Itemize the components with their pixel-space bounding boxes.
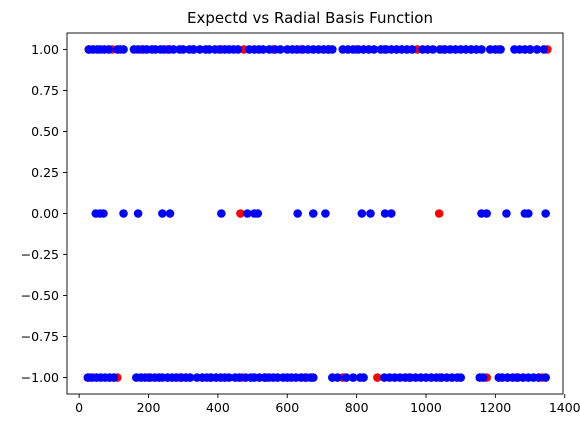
data-point bbox=[456, 373, 465, 382]
y-tick-label: 0.50 bbox=[31, 124, 59, 139]
data-point bbox=[158, 209, 167, 218]
data-point bbox=[428, 45, 438, 54]
x-tick-label: 400 bbox=[206, 400, 230, 415]
y-axis: 1.00 0.75 0.50 0.25 0.00 −0.25 −0.50 −0.75 −1.00 bbox=[21, 42, 67, 385]
data-point bbox=[482, 209, 491, 218]
y-tick-label: −0.25 bbox=[21, 247, 59, 262]
data-point bbox=[204, 45, 214, 54]
data-point bbox=[178, 45, 188, 54]
data-point bbox=[369, 45, 379, 54]
data-point bbox=[233, 45, 243, 54]
y-tick-label: 0.75 bbox=[31, 83, 59, 98]
data-point bbox=[534, 373, 544, 382]
data-point bbox=[308, 373, 318, 382]
x-tick-label: 800 bbox=[345, 400, 369, 415]
data-point bbox=[407, 45, 417, 54]
data-point bbox=[359, 373, 368, 382]
data-point bbox=[109, 373, 119, 382]
data-point bbox=[477, 45, 486, 54]
data-point bbox=[243, 209, 252, 218]
data-point bbox=[434, 209, 444, 218]
y-tick-label: −1.00 bbox=[21, 370, 59, 385]
data-point bbox=[195, 45, 205, 54]
data-point bbox=[119, 45, 128, 54]
data-point bbox=[366, 209, 375, 218]
points-layer bbox=[83, 45, 552, 382]
data-point bbox=[357, 209, 367, 218]
x-tick-label: 0 bbox=[75, 400, 83, 415]
data-point bbox=[258, 45, 268, 54]
data-point bbox=[341, 373, 351, 382]
data-point bbox=[293, 209, 302, 218]
data-point bbox=[333, 373, 342, 382]
y-tick-label: 0.25 bbox=[31, 165, 59, 180]
data-point bbox=[276, 45, 285, 54]
data-point bbox=[532, 45, 542, 54]
data-point bbox=[99, 209, 108, 218]
data-point bbox=[541, 209, 550, 218]
data-point bbox=[539, 45, 549, 54]
x-tick-label: 1000 bbox=[410, 400, 442, 415]
x-tick-label: 200 bbox=[137, 400, 161, 415]
y-tick-label: −0.50 bbox=[21, 288, 59, 303]
data-point bbox=[185, 373, 195, 382]
data-point bbox=[217, 209, 226, 218]
y-tick-label: −0.75 bbox=[21, 329, 59, 344]
data-point bbox=[119, 209, 128, 218]
data-point bbox=[165, 209, 175, 218]
data-point bbox=[224, 373, 234, 382]
data-point bbox=[189, 45, 198, 54]
y-tick-label: 1.00 bbox=[31, 42, 59, 57]
x-tick-label: 600 bbox=[275, 400, 299, 415]
data-point bbox=[478, 373, 488, 382]
data-point bbox=[496, 45, 505, 54]
data-point bbox=[348, 373, 358, 382]
data-point bbox=[524, 209, 533, 218]
data-point bbox=[235, 373, 244, 382]
data-point bbox=[328, 45, 337, 54]
data-point bbox=[502, 209, 511, 218]
data-point bbox=[104, 45, 113, 54]
data-point bbox=[133, 209, 143, 218]
data-point bbox=[541, 373, 550, 382]
data-point bbox=[308, 209, 318, 218]
data-point bbox=[373, 373, 382, 382]
data-point bbox=[236, 209, 245, 218]
data-point bbox=[525, 45, 535, 54]
data-point bbox=[321, 209, 330, 218]
data-point bbox=[264, 45, 274, 54]
data-point bbox=[380, 209, 390, 218]
x-tick-label: 1400 bbox=[549, 400, 580, 415]
data-point bbox=[253, 209, 263, 218]
x-axis: 0 200 400 600 800 1000 1200 1400 bbox=[75, 394, 580, 415]
data-point bbox=[387, 209, 396, 218]
data-point bbox=[292, 45, 302, 54]
x-tick-label: 1200 bbox=[479, 400, 511, 415]
y-tick-label: 0.00 bbox=[31, 206, 59, 221]
chart-title: Expectd vs Radial Basis Function bbox=[187, 9, 433, 27]
data-point bbox=[169, 45, 178, 54]
